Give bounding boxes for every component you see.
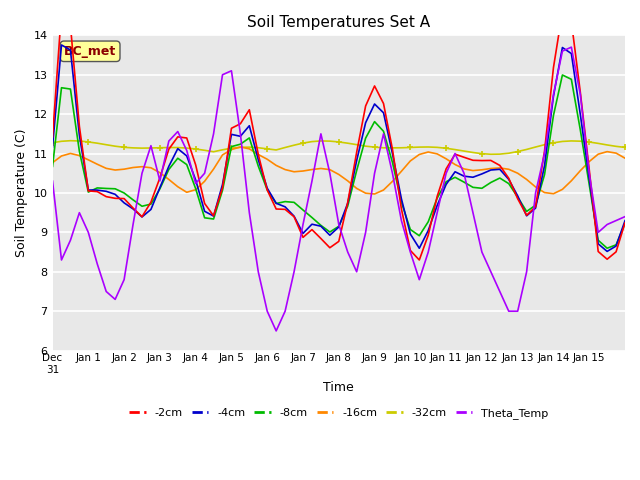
Legend: -2cm, -4cm, -8cm, -16cm, -32cm, Theta_Temp: -2cm, -4cm, -8cm, -16cm, -32cm, Theta_Te… — [125, 404, 553, 423]
Y-axis label: Soil Temperature (C): Soil Temperature (C) — [15, 129, 28, 257]
Title: Soil Temperatures Set A: Soil Temperatures Set A — [247, 15, 430, 30]
X-axis label: Time: Time — [323, 381, 354, 394]
Text: BC_met: BC_met — [64, 45, 116, 58]
